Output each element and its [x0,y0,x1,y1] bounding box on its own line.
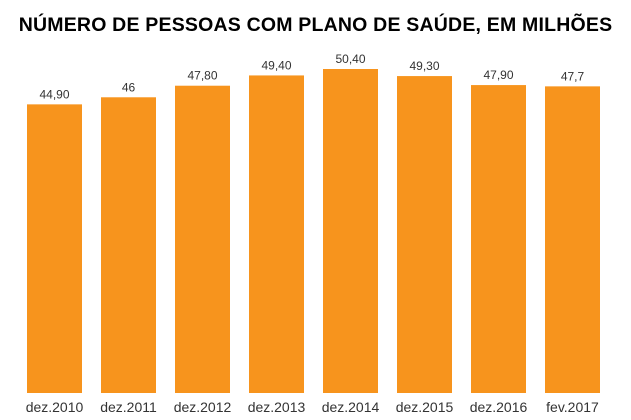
data-label: 49,40 [261,58,291,72]
data-label: 47,90 [483,68,513,82]
bar [471,85,526,394]
x-tick-label: dez.2010 [26,399,84,415]
data-label: 47,7 [561,69,585,83]
bar [545,86,600,393]
data-label: 50,40 [335,52,365,66]
bar [397,76,452,394]
data-label: 44,90 [39,87,69,101]
x-tick-label: dez.2014 [322,399,380,415]
data-label: 46 [122,80,136,94]
x-tick-label: fev.2017 [546,399,599,415]
x-tick-label: dez.2011 [100,399,157,415]
data-label: 49,30 [409,59,439,73]
bar [175,85,230,393]
x-tick-label: dez.2016 [470,399,528,415]
bar [323,69,378,393]
x-tick-label: dez.2013 [248,399,306,415]
bar [249,75,304,393]
x-tick-label: dez.2015 [396,399,454,415]
bar [101,97,156,394]
data-label: 47,80 [187,69,217,83]
chart-title: NÚMERO DE PESSOAS COM PLANO DE SAÚDE, EM… [18,14,613,36]
x-tick-label: dez.2012 [174,399,232,415]
bar [27,104,82,393]
